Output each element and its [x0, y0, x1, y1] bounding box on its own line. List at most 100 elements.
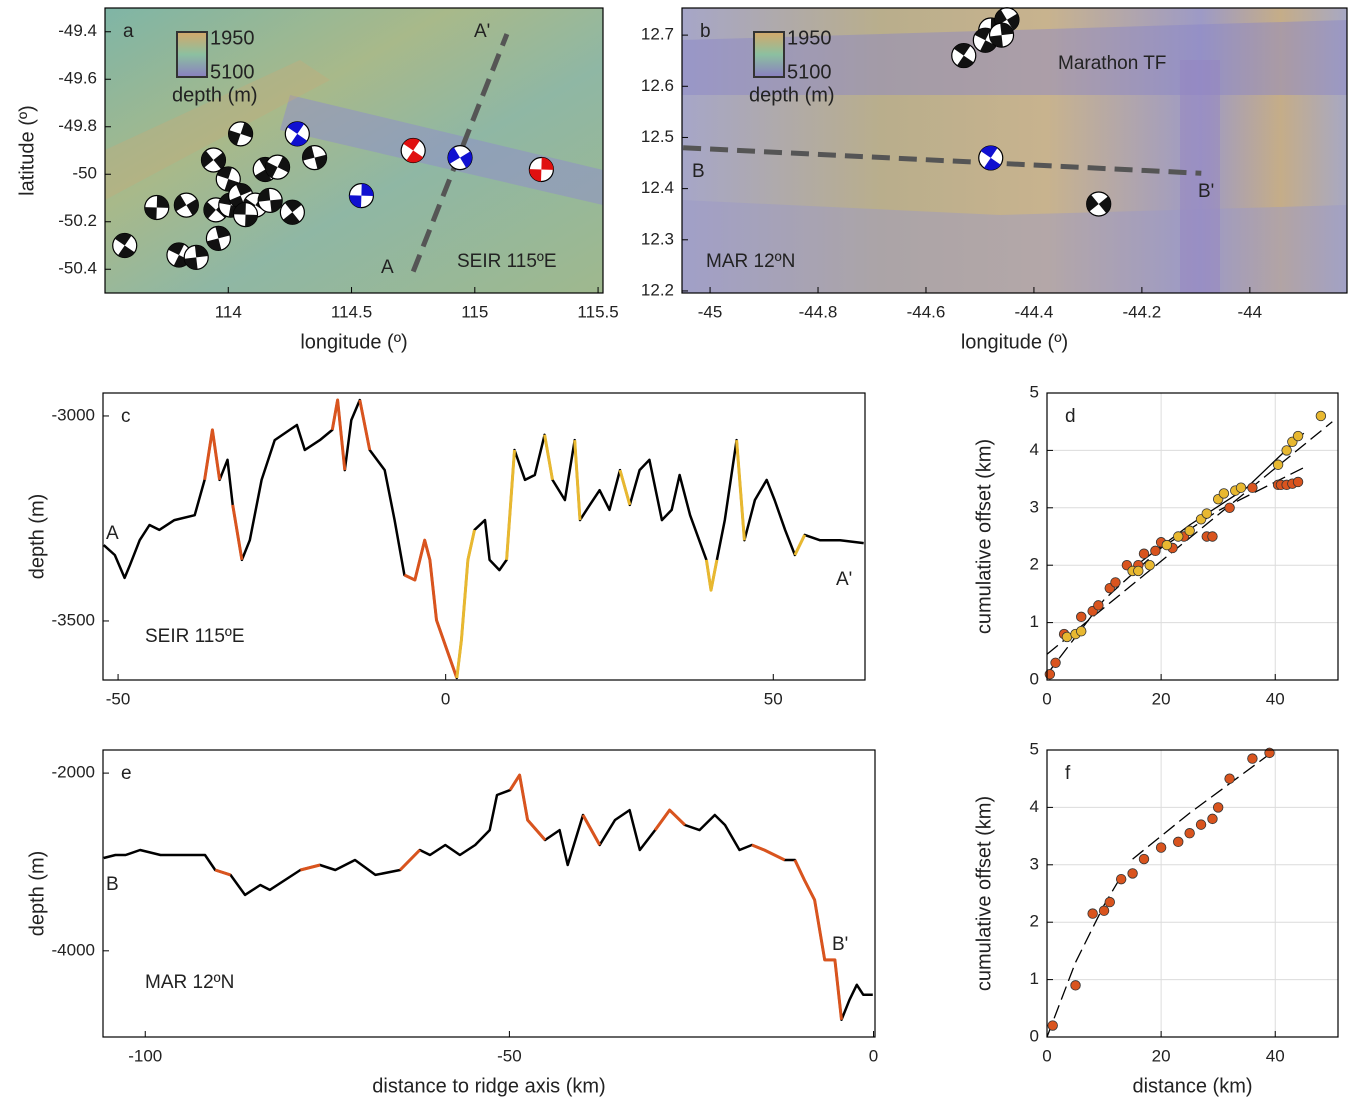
y-tick-label: 4 — [1030, 440, 1039, 459]
x-tick-label: 0 — [1042, 689, 1051, 708]
x-axis-label: distance (km) — [1132, 1075, 1252, 1097]
x-axis-label: distance to ridge axis (km) — [372, 1075, 605, 1097]
colorbar-label: 1950 — [787, 27, 832, 49]
data-point — [1225, 774, 1235, 784]
panel-label: a — [123, 21, 134, 42]
x-tick-label: 0 — [1042, 1046, 1051, 1065]
annotation: Marathon TF — [1058, 53, 1166, 74]
data-point — [1088, 909, 1098, 919]
panel-label: f — [1065, 763, 1071, 784]
annotation: A — [381, 257, 394, 278]
colorbar-title: depth (m) — [749, 84, 835, 106]
y-tick-label: 12.3 — [641, 229, 674, 248]
data-point — [1185, 828, 1195, 838]
y-tick-label: 3 — [1030, 497, 1039, 516]
x-tick-label: -44.6 — [907, 302, 946, 321]
annotation: A — [106, 523, 119, 544]
y-tick-label: -4000 — [52, 940, 95, 959]
x-tick-label: 20 — [1152, 1046, 1171, 1065]
data-point — [1116, 874, 1126, 884]
x-tick-label: 114 — [215, 302, 242, 321]
y-tick-label: 12.6 — [641, 76, 674, 95]
annotation: A' — [474, 21, 490, 42]
data-point — [1133, 566, 1143, 576]
data-point — [1094, 601, 1104, 611]
y-tick-label: -2000 — [52, 763, 95, 782]
data-point — [1076, 626, 1086, 636]
annotation: B' — [1198, 181, 1214, 202]
data-point — [1062, 632, 1072, 642]
data-point — [1173, 837, 1183, 847]
y-axis-label: depth (m) — [26, 851, 48, 937]
y-tick-label: -50.2 — [58, 211, 97, 230]
x-tick-label: 20 — [1152, 689, 1171, 708]
annotation: B — [106, 874, 119, 895]
annotation: B — [692, 161, 705, 182]
x-tick-label: -44.4 — [1015, 302, 1054, 321]
annotation: SEIR 115ºE — [145, 626, 245, 647]
data-point — [1248, 754, 1258, 764]
data-point — [1273, 460, 1283, 470]
x-tick-label: -45 — [698, 302, 723, 321]
plot-area — [1047, 750, 1338, 1037]
plot-area — [103, 750, 875, 1037]
panel-label: e — [121, 763, 132, 784]
data-point — [1151, 546, 1161, 556]
y-tick-label: 12.7 — [641, 25, 674, 44]
data-point — [1145, 560, 1155, 570]
data-point — [1202, 509, 1212, 519]
y-tick-label: 2 — [1030, 555, 1039, 574]
data-point — [1162, 540, 1172, 550]
data-point — [1248, 483, 1258, 493]
data-point — [1225, 503, 1235, 513]
data-point — [1051, 658, 1061, 668]
data-point — [1208, 532, 1218, 542]
annotation: SEIR 115ºE — [457, 251, 557, 272]
y-tick-label: 12.4 — [641, 178, 674, 197]
x-tick-label: 0 — [869, 1046, 878, 1065]
panel-label: b — [700, 21, 711, 42]
data-point — [1185, 526, 1195, 536]
y-axis-label: latitude (º) — [16, 105, 38, 196]
x-axis-label: longitude (º) — [961, 331, 1068, 353]
colorbar-label: 1950 — [210, 27, 255, 49]
data-point — [1196, 820, 1206, 830]
annotation: MAR 12ºN — [706, 251, 795, 272]
x-tick-label: 114.5 — [331, 302, 372, 321]
y-tick-label: -50.4 — [58, 259, 97, 278]
annotation: B' — [832, 934, 848, 955]
data-point — [1173, 532, 1183, 542]
y-tick-label: -49.8 — [58, 116, 97, 135]
y-tick-label: -49.4 — [58, 21, 97, 40]
data-point — [1111, 578, 1121, 588]
data-point — [1071, 981, 1081, 991]
y-axis-label: cumulative offset (km) — [973, 796, 995, 991]
y-tick-label: 5 — [1030, 739, 1039, 758]
y-axis-label: depth (m) — [26, 494, 48, 580]
y-tick-label: -3500 — [52, 610, 95, 629]
y-tick-label: 0 — [1030, 669, 1039, 688]
data-point — [1236, 483, 1246, 493]
colorbar-label: 5100 — [787, 61, 832, 83]
data-point — [1213, 803, 1223, 813]
y-tick-label: -3000 — [52, 405, 95, 424]
data-point — [1156, 843, 1166, 853]
y-tick-label: 1 — [1030, 612, 1039, 631]
data-point — [1219, 489, 1229, 499]
y-tick-label: -50 — [72, 164, 97, 183]
data-point — [1128, 869, 1138, 879]
y-tick-label: 1 — [1030, 969, 1039, 988]
y-axis-label: cumulative offset (km) — [973, 439, 995, 634]
terrain-band — [1180, 60, 1220, 293]
data-point — [1316, 411, 1326, 421]
data-point — [1139, 549, 1149, 559]
x-tick-label: -44.8 — [799, 302, 838, 321]
x-tick-label: 0 — [441, 689, 450, 708]
data-point — [1139, 854, 1149, 864]
data-point — [1099, 906, 1109, 916]
x-tick-label: -50 — [106, 689, 131, 708]
annotation: MAR 12ºN — [145, 972, 234, 993]
x-tick-label: 115 — [461, 302, 488, 321]
colorbar — [754, 32, 784, 77]
data-point — [1208, 814, 1218, 824]
